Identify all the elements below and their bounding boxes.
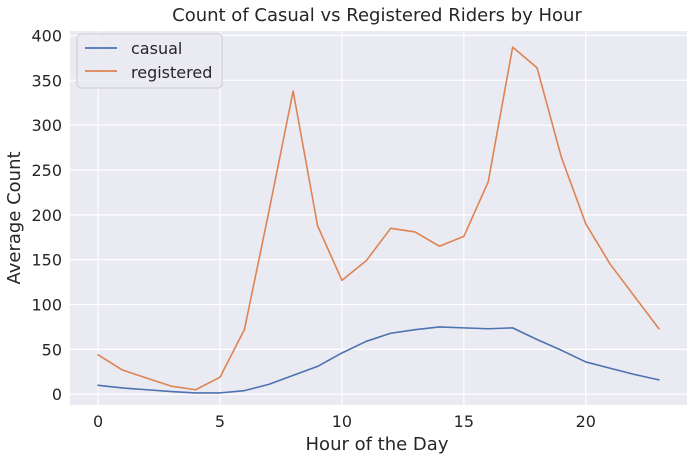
y-tick-label: 400 xyxy=(31,26,62,45)
y-tick-label: 150 xyxy=(31,251,62,270)
grid-lines xyxy=(70,31,687,405)
legend-label-registered: registered xyxy=(131,63,212,82)
x-tick-label: 0 xyxy=(93,412,103,431)
series-line-casual xyxy=(97,326,660,394)
x-tick-label: 10 xyxy=(332,412,352,431)
y-tick-label: 200 xyxy=(31,206,62,225)
chart-title: Count of Casual vs Registered Riders by … xyxy=(172,5,582,26)
legend-label-casual: casual xyxy=(131,39,182,58)
y-tick-label: 300 xyxy=(31,116,62,135)
y-axis-label: Average Count xyxy=(4,151,25,284)
series-line-registered xyxy=(97,46,660,391)
legend: casual registered xyxy=(76,33,223,89)
x-tick-label: 20 xyxy=(576,412,596,431)
y-tick-label: 50 xyxy=(42,340,62,359)
y-tick-label: 0 xyxy=(52,385,62,404)
x-tick-label: 5 xyxy=(215,412,225,431)
x-axis-label: Hour of the Day xyxy=(306,434,449,455)
y-tick-label: 350 xyxy=(31,71,62,90)
y-tick-label: 250 xyxy=(31,161,62,180)
x-tick-label: 15 xyxy=(454,412,474,431)
series-lines xyxy=(97,46,660,394)
y-tick-label: 100 xyxy=(31,296,62,315)
